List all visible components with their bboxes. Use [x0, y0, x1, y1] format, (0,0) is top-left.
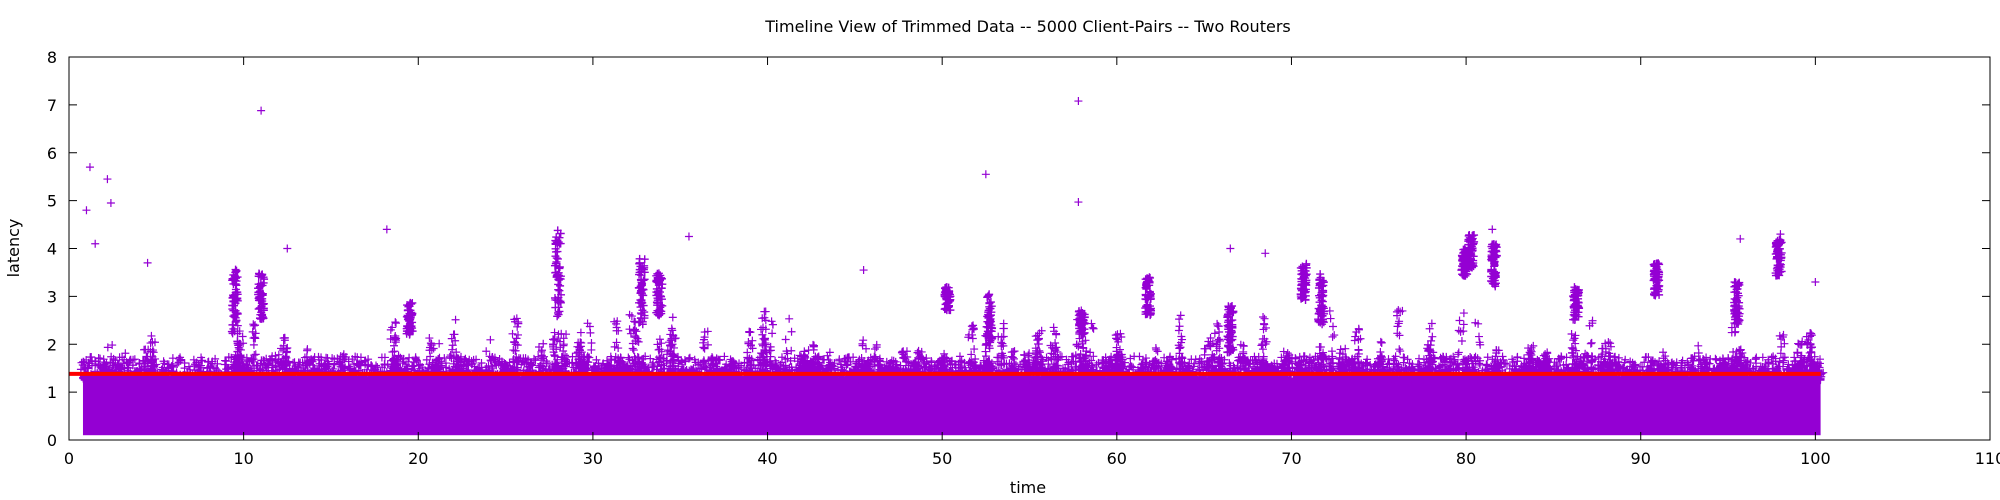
y-tick-label: 5: [47, 192, 57, 211]
dense-column: [254, 269, 269, 324]
x-tick-label: 10: [233, 449, 253, 468]
dense-column: [402, 298, 417, 339]
outlier-point: [103, 175, 112, 184]
outlier-point: [1074, 198, 1083, 207]
dense-column: [227, 265, 242, 338]
outlier-point: [1776, 230, 1785, 239]
outlier-point: [283, 244, 292, 253]
y-tick-label: 4: [47, 240, 57, 259]
outlier-point: [85, 163, 94, 172]
x-tick-label: 100: [1800, 449, 1831, 468]
y-tick-label: 1: [47, 383, 57, 402]
outlier-point: [143, 258, 152, 267]
dense-column: [940, 283, 955, 315]
outlier-point: [1074, 97, 1083, 106]
outlier-point: [106, 199, 115, 208]
x-axis: 0 10 20 30 40 50 60 70 80 90 100 110: [64, 57, 2000, 468]
outlier-point: [257, 106, 266, 115]
dense-column: [1487, 240, 1501, 291]
dense-column: [1771, 235, 1786, 280]
outlier-point: [1736, 234, 1745, 243]
dense-column: [1649, 259, 1664, 300]
dense-column: [982, 290, 997, 348]
y-tick-label: 8: [47, 48, 57, 67]
dense-column: [1569, 283, 1584, 324]
outlier-point: [82, 206, 91, 215]
x-axis-label: time: [1010, 478, 1046, 497]
dense-column: [1314, 270, 1329, 329]
y-tick-label: 0: [47, 431, 57, 450]
outlier-point: [1226, 244, 1235, 253]
dense-point-band: [82, 377, 1821, 436]
x-tick-label: 80: [1456, 449, 1476, 468]
y-tick-label: 3: [47, 287, 57, 306]
outlier-point: [981, 170, 990, 179]
dense-column: [634, 254, 649, 329]
x-tick-label: 0: [64, 449, 74, 468]
dense-column: [1730, 278, 1744, 329]
x-tick-label: 40: [757, 449, 777, 468]
dense-column: [1223, 302, 1238, 357]
outlier-point: [859, 266, 868, 275]
dense-column: [1141, 273, 1156, 320]
dense-column: [1296, 259, 1311, 304]
outlier-point: [1488, 225, 1497, 234]
dense-column: [652, 269, 667, 320]
y-tick-label: 6: [47, 144, 57, 163]
x-tick-label: 90: [1631, 449, 1651, 468]
x-tick-label: 30: [583, 449, 603, 468]
chart-title: Timeline View of Trimmed Data -- 5000 Cl…: [764, 17, 1290, 36]
x-tick-label: 110: [1975, 449, 2000, 468]
y-tick-label: 2: [47, 335, 57, 354]
x-tick-label: 20: [408, 449, 428, 468]
x-tick-label: 50: [932, 449, 952, 468]
y-axis: 0 1 2 3 4 5 6 7 8: [47, 48, 1990, 450]
outlier-point: [684, 232, 693, 241]
outlier-point: [1261, 249, 1270, 258]
outlier-point: [1811, 278, 1820, 287]
x-tick-label: 60: [1107, 449, 1127, 468]
dense-column: [1074, 307, 1089, 339]
dense-column: [550, 226, 566, 321]
outlier-point: [382, 225, 391, 234]
x-tick-label: 70: [1281, 449, 1301, 468]
y-tick-label: 7: [47, 96, 57, 115]
dense-column: [1464, 230, 1479, 272]
scatter-points: [76, 97, 1828, 436]
y-axis-label: latency: [4, 219, 23, 278]
outlier-point: [91, 239, 100, 248]
